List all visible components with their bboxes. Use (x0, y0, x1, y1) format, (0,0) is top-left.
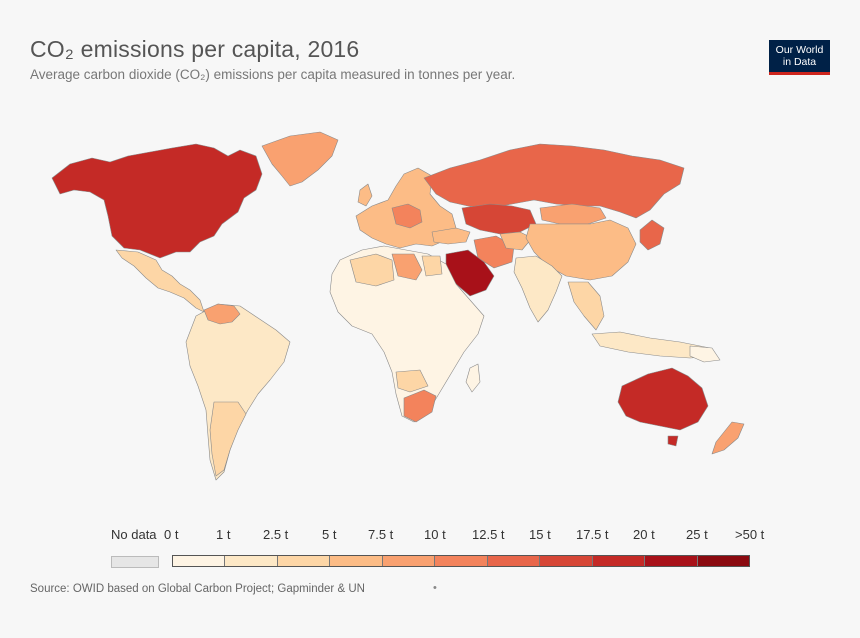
legend-color-bar (172, 555, 750, 567)
legend-bin-7[interactable] (540, 556, 593, 566)
map-region-kazakhstan[interactable] (461, 203, 537, 235)
map-region-central-asia[interactable] (499, 231, 533, 251)
legend-tick-label: 0 t (164, 527, 179, 542)
legend-tick-label: 15 t (529, 527, 551, 542)
map-region-libya[interactable] (391, 253, 423, 281)
map-region-madagascar[interactable] (465, 363, 481, 393)
map-region-india[interactable] (513, 255, 563, 323)
legend-tick-label: >50 t (735, 527, 765, 542)
map-region-australia[interactable] (617, 367, 709, 431)
map-region-japan-korea[interactable] (639, 219, 665, 251)
legend-tick-label: 12.5 t (472, 527, 505, 542)
map-region-tasmania[interactable] (667, 435, 679, 447)
legend-bin-8[interactable] (592, 556, 646, 566)
legend-bin-4[interactable] (382, 556, 436, 566)
legend-tick-label: 7.5 t (368, 527, 394, 542)
map-region-greenland[interactable] (261, 131, 339, 187)
legend-tick-label: 25 t (686, 527, 708, 542)
map-region-africa[interactable] (329, 245, 485, 423)
map-region-venezuela[interactable] (203, 303, 241, 325)
world-map (51, 131, 745, 481)
footer-dot: • (433, 582, 437, 594)
map-region-papua-new-guinea[interactable] (689, 345, 721, 363)
map-region-turkey[interactable] (431, 227, 471, 245)
source-note: Source: OWID based on Global Carbon Proj… (30, 583, 365, 595)
owid-logo[interactable]: Our World in Data (769, 40, 830, 75)
map-region-botswana-namibia[interactable] (395, 369, 429, 393)
map-region-mongolia[interactable] (539, 203, 607, 225)
map-region-southeast-asia[interactable] (567, 281, 605, 331)
legend-tick-label: 2.5 t (263, 527, 289, 542)
legend-no-data-swatch[interactable] (111, 556, 159, 568)
legend-tick-label: 20 t (633, 527, 655, 542)
legend-labels: No data 0 t 1 t 2.5 t 5 t 7.5 t 10 t 12.… (0, 527, 860, 543)
map-region-new-zealand[interactable] (711, 421, 745, 455)
legend-tick-label: 10 t (424, 527, 446, 542)
legend-bin-6[interactable] (487, 556, 541, 566)
map-region-china[interactable] (525, 219, 637, 281)
map-region-algeria[interactable] (349, 253, 395, 287)
legend-tick-label: 17.5 t (576, 527, 609, 542)
map-region-central-europe[interactable] (391, 203, 423, 229)
legend-bin-9[interactable] (645, 556, 698, 566)
legend-tick-label: 1 t (216, 527, 231, 542)
legend-bin-5[interactable] (435, 556, 488, 566)
chart-subtitle: Average carbon dioxide (CO₂) emissions p… (30, 67, 516, 82)
map-region-south-africa[interactable] (403, 389, 437, 423)
legend-bin-1[interactable] (225, 556, 278, 566)
legend-bin-3[interactable] (330, 556, 383, 566)
map-region-mexico[interactable] (115, 249, 205, 313)
legend-bin-10[interactable] (697, 556, 749, 566)
map-region-north-america[interactable] (51, 143, 263, 259)
legend-bin-2[interactable] (277, 556, 331, 566)
chart-title: CO₂ emissions per capita, 2016 (30, 36, 360, 62)
legend-bin-0[interactable] (173, 556, 226, 566)
map-region-uk[interactable] (357, 183, 373, 207)
map-region-egypt[interactable] (421, 255, 443, 277)
map-region-argentina-chile[interactable] (209, 401, 247, 477)
map-region-south-america[interactable] (185, 303, 291, 481)
logo-line-2: in Data (782, 56, 817, 68)
logo-line-1: Our World (775, 44, 824, 56)
legend-tick-label: 5 t (322, 527, 337, 542)
legend-no-data-label: No data (111, 527, 157, 542)
